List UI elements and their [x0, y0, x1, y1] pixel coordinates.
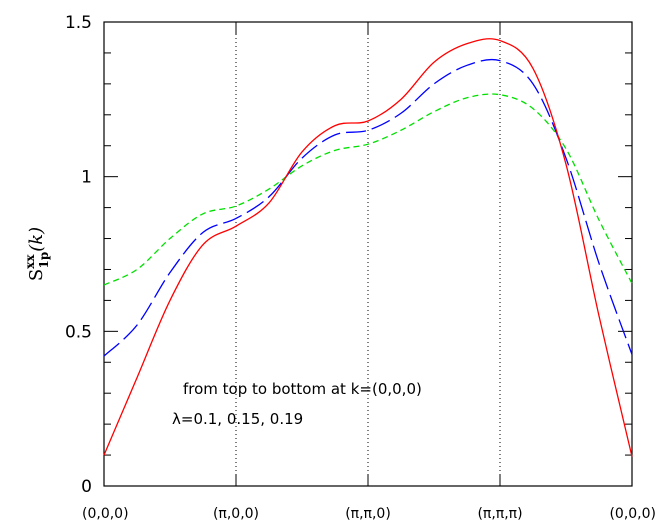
y-axis-label: Sxx1p(k) [23, 227, 51, 281]
x-tick-label-1: (π,0,0) [213, 506, 259, 522]
y-tick-label-2: 1 [81, 168, 92, 188]
series-line-0 [103, 93, 633, 286]
y-tick-label-3: 1.5 [65, 13, 92, 33]
ylabel-sup: xx [23, 254, 37, 269]
x-tick-label-2: (π,π,0) [345, 506, 391, 522]
series-line-2 [103, 38, 633, 457]
y-tick-label-0: 0 [81, 477, 92, 497]
y-tick-label-1: 0.5 [65, 322, 92, 342]
x-tick-label-3: (π,π,π) [477, 506, 522, 522]
annotation-order: from top to bottom at k=(0,0,0) [183, 380, 422, 398]
series-group [103, 38, 633, 457]
ylabel-base: S [26, 269, 47, 281]
axis-ticks: 0 0.5 1 1.5 (0,0,0) (π,0,0) (π,π,0) (π,π,π) (0,0… [65, 13, 656, 522]
x-tick-label-0: (0,0,0) [82, 506, 129, 522]
ylabel-sub: 1p [37, 252, 51, 269]
x-tick-label-4: (0,0,0) [609, 506, 656, 522]
annotation-lambda: λ=0.1, 0.15, 0.19 [172, 410, 303, 428]
series-line-1 [103, 58, 633, 357]
svg-text:Sxx1p(k): Sxx1p(k) [23, 227, 51, 281]
reference-lines [235, 22, 501, 486]
ylabel-arg: (k) [26, 227, 47, 252]
